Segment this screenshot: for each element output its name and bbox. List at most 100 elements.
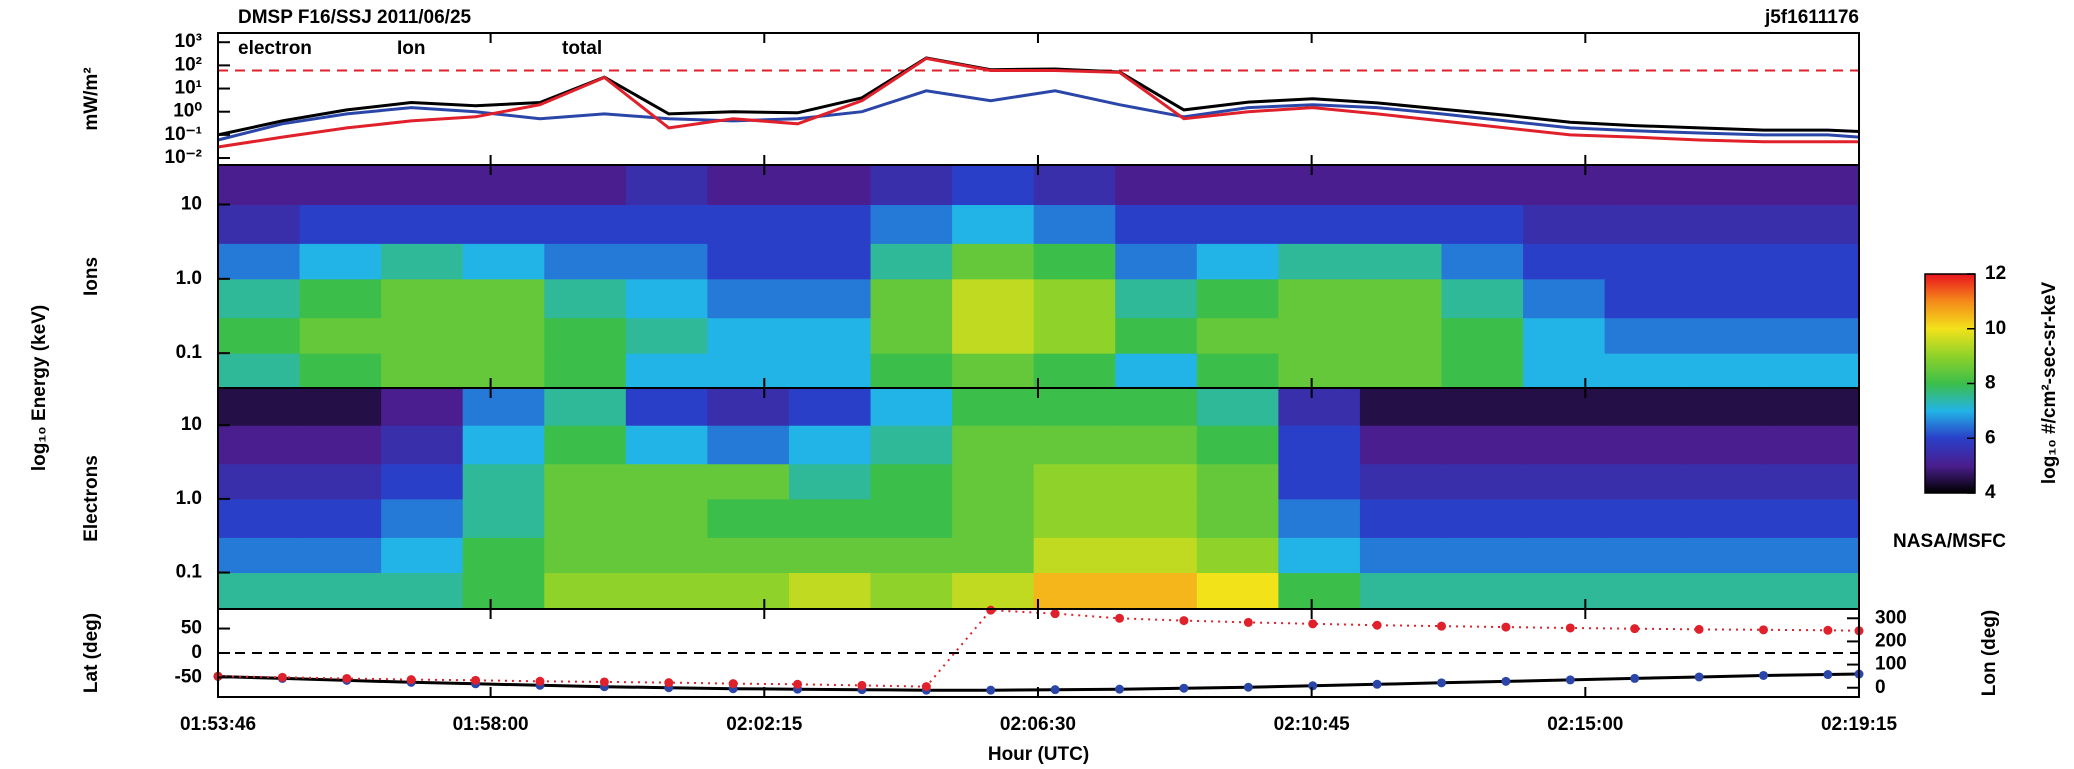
heatmap-cell <box>544 463 627 500</box>
y-tick-label: 0.1 <box>176 342 203 363</box>
heatmap-cell <box>462 463 545 500</box>
heatmap-cell <box>625 204 708 244</box>
heatmap-cell <box>1115 498 1198 538</box>
data-point <box>793 679 803 689</box>
heatmap-cell <box>1441 278 1524 319</box>
heatmap-cell <box>1523 353 1606 389</box>
heatmap-cell <box>218 572 301 610</box>
x-tick-label: 01:58:00 <box>453 714 529 735</box>
heatmap-cell <box>1359 317 1443 354</box>
heatmap-cell <box>1278 388 1361 426</box>
heatmap-cell <box>625 388 708 426</box>
colorbar-tick-label: 10 <box>1985 318 2006 339</box>
heatmap-cell <box>625 463 708 500</box>
heatmap-cell <box>1359 243 1443 280</box>
data-point <box>1823 625 1833 635</box>
heatmap-cell <box>218 498 301 538</box>
heatmap-cell <box>1278 572 1361 610</box>
heatmap-cell <box>1767 572 1860 610</box>
heatmap-cell <box>1359 278 1443 319</box>
heatmap-cell <box>1767 278 1860 319</box>
heatmap-cell <box>544 353 627 389</box>
y-tick-label: 1.0 <box>176 268 202 289</box>
heatmap-cell <box>544 572 627 610</box>
heatmap-cell <box>1196 388 1279 426</box>
heatmap-cell <box>544 537 627 574</box>
y-tick-label: -50 <box>175 666 202 687</box>
heatmap-cell <box>952 498 1035 538</box>
heatmap-cell <box>788 425 872 465</box>
y-tick-label: 1.0 <box>176 488 202 509</box>
data-point <box>1050 685 1060 695</box>
heatmap-cell <box>1359 572 1443 610</box>
heatmap-cell <box>462 165 545 206</box>
heatmap-cell <box>1523 204 1606 244</box>
heatmap-cell <box>870 165 953 206</box>
heatmap-cell <box>381 243 464 280</box>
heatmap-cell <box>1033 498 1116 538</box>
heatmap-cell <box>381 388 464 426</box>
heatmap-cell <box>1767 204 1860 244</box>
heatmap-cell <box>381 165 464 206</box>
heatmap-cell <box>952 243 1035 280</box>
data-point <box>986 685 996 695</box>
heatmap-cell <box>1359 388 1443 426</box>
heatmap-cell <box>218 165 301 206</box>
data-point <box>1308 619 1318 629</box>
heatmap-cell <box>1196 572 1279 610</box>
heatmap-cell <box>1115 463 1198 500</box>
heatmap-cell <box>544 388 627 426</box>
data-point <box>1501 676 1511 686</box>
heatmap-cell <box>381 353 464 389</box>
data-point <box>1243 617 1253 627</box>
heatmap-cell <box>1523 278 1606 319</box>
heatmap-cell <box>707 537 790 574</box>
heatmap-cell <box>1604 243 1687 280</box>
heatmap-cell <box>1359 204 1443 244</box>
data-point <box>406 675 416 685</box>
x-tick-label: 02:02:15 <box>726 714 802 735</box>
y-axis-label: Ions <box>81 257 102 296</box>
data-point <box>986 605 996 615</box>
heatmap-cell <box>788 537 872 574</box>
heatmap-cell <box>1604 317 1687 354</box>
heatmap-cell <box>952 317 1035 354</box>
heatmap-cell <box>1523 572 1606 610</box>
heatmap-cell <box>218 317 301 354</box>
y-axis-label: log₁₀ Energy (keV) <box>29 305 50 471</box>
heatmap-cell <box>1441 388 1524 426</box>
heatmap-cell <box>218 278 301 319</box>
heatmap-cell <box>1278 463 1361 500</box>
heatmap-cell <box>870 243 953 280</box>
heatmap-cell <box>1359 498 1443 538</box>
heatmap-cell <box>870 353 953 389</box>
data-point <box>599 677 609 687</box>
heatmap-cell <box>1196 165 1279 206</box>
heatmap-cell <box>1523 388 1606 426</box>
heatmap-cell <box>1278 204 1361 244</box>
heatmap-cell <box>1196 537 1279 574</box>
y2-tick-label: 300 <box>1875 607 1907 628</box>
heatmap-cell <box>1196 463 1279 500</box>
heatmap-cell <box>1441 353 1524 389</box>
x-tick-label: 02:15:00 <box>1547 714 1623 735</box>
heatmap-cell <box>870 425 953 465</box>
heatmap-cell <box>625 353 708 389</box>
heatmap-cell <box>952 537 1035 574</box>
heatmap-cell <box>952 353 1035 389</box>
y-tick-label: 10³ <box>175 31 202 52</box>
heatmap-cell <box>299 388 382 426</box>
data-point <box>1823 670 1833 680</box>
heatmap-cell <box>707 425 790 465</box>
heatmap-cell <box>299 425 382 465</box>
heatmap-cell <box>299 278 382 319</box>
heatmap-cell <box>1115 278 1198 319</box>
data-point <box>1758 670 1768 680</box>
heatmap-cell <box>1686 353 1769 389</box>
heatmap-cell <box>788 498 872 538</box>
heatmap-cell <box>1196 278 1279 319</box>
y-tick-label: 10² <box>175 54 202 75</box>
heatmap-cell <box>1033 353 1116 389</box>
heatmap-cell <box>1686 463 1769 500</box>
heatmap-cell <box>1196 204 1279 244</box>
